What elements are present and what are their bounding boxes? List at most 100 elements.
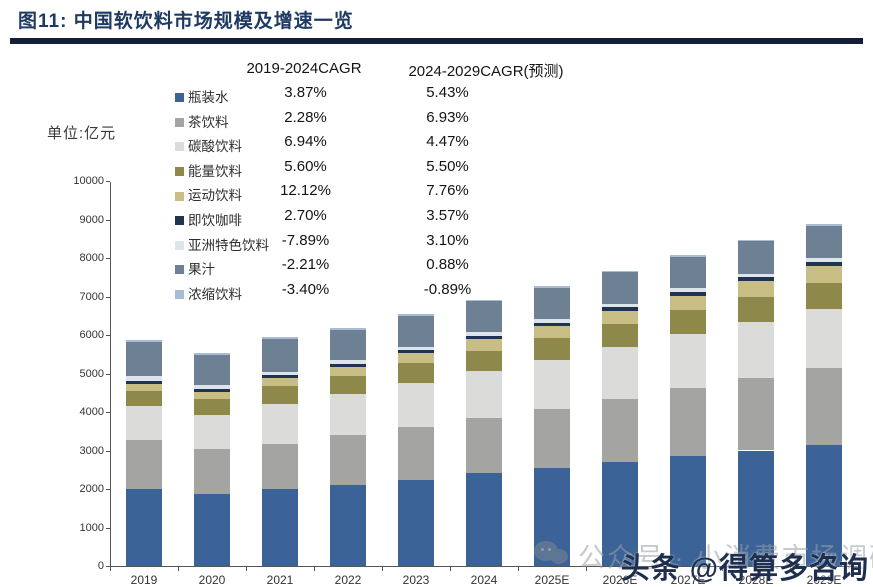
- x-tick: [110, 566, 111, 571]
- x-tick: [654, 566, 655, 571]
- legend-label: 瓶装水: [188, 90, 229, 105]
- bar-segment: [738, 378, 774, 451]
- bar-segment: [330, 435, 366, 485]
- y-tick: [106, 373, 110, 375]
- cagr-value-2019-2024: 12.12%: [280, 182, 331, 200]
- bar-segment: [330, 484, 366, 566]
- legend-label: 即饮咖啡: [188, 213, 242, 228]
- legend-row: 运动饮料: [175, 184, 242, 205]
- bar-segment: [602, 303, 638, 308]
- y-tick: [106, 450, 110, 452]
- legend-row: 亚洲特色饮料: [175, 234, 269, 255]
- bar-segment: [466, 418, 502, 474]
- y-tick: [106, 181, 110, 182]
- bar-segment: [670, 292, 706, 296]
- bar-segment: [602, 270, 638, 273]
- bar-segment: [670, 288, 706, 293]
- cagr-value-2019-2024: 3.87%: [284, 84, 327, 101]
- bar-segment: [806, 258, 842, 263]
- bar-segment: [534, 325, 570, 339]
- page-title: 图11: 中国软饮料市场规模及增速一览: [18, 11, 354, 32]
- bar-segment: [262, 375, 298, 379]
- y-tick: [106, 296, 110, 298]
- legend-row: 能量饮料: [175, 160, 242, 181]
- y-tick-label: 1000: [79, 521, 104, 534]
- bar-segment: [126, 384, 162, 391]
- y-axis-unit-label: 单位:亿元: [47, 125, 117, 142]
- legend-label: 亚洲特色饮料: [188, 237, 269, 253]
- bar-segment: [330, 366, 366, 376]
- bar-segment: [806, 309, 842, 369]
- bar-segment: [262, 488, 298, 566]
- bar-segment: [262, 337, 298, 340]
- cagr-value-2019-2024: 2.28%: [284, 108, 327, 126]
- bar-segment: [738, 273, 774, 278]
- bar-segment: [534, 319, 570, 323]
- y-tick: [106, 412, 110, 413]
- bar-segment: [806, 282, 842, 310]
- x-tick: [450, 566, 451, 571]
- legend-swatch-icon: [175, 191, 184, 201]
- bar-segment: [194, 384, 230, 389]
- bar-segment: [602, 346, 638, 399]
- bar-segment: [738, 239, 774, 242]
- bar-segment: [330, 375, 366, 395]
- y-tick-label: 3000: [79, 444, 104, 457]
- cagr-value-2019-2024: -3.40%: [281, 280, 330, 298]
- x-tick: [178, 566, 179, 571]
- bar-segment: [398, 350, 434, 354]
- bar-segment: [670, 455, 706, 566]
- legend-label: 浓缩饮料: [188, 286, 242, 302]
- bar-segment: [806, 266, 842, 283]
- bar-segment: [126, 489, 162, 566]
- x-tick: [246, 566, 247, 571]
- cagr-value-2024-2029: 3.10%: [426, 231, 469, 249]
- y-tick-label: 10000: [73, 175, 104, 187]
- cagr-value-2024-2029: 0.88%: [426, 256, 469, 274]
- cagr-value-2024-2029: 5.50%: [426, 157, 469, 175]
- bar-segment: [602, 272, 638, 304]
- bar-segment: [398, 363, 434, 383]
- bar-segment: [330, 328, 366, 330]
- y-tick: [106, 566, 110, 567]
- bar-segment: [466, 473, 502, 566]
- bar-segment: [806, 368, 842, 446]
- bar-segment: [126, 381, 162, 385]
- legend-label: 碳酸饮料: [188, 139, 242, 155]
- x-tick: [314, 566, 315, 571]
- bar-segment: [398, 382, 434, 427]
- cagr-column1-header: 2019-2024CAGR: [246, 60, 362, 77]
- x-axis-label: 2020: [198, 573, 226, 587]
- bar-segment: [330, 363, 366, 367]
- bar-segment: [126, 341, 162, 377]
- x-axis-label: 2024: [470, 573, 498, 587]
- bar-segment: [738, 277, 774, 282]
- bar-segment: [330, 360, 366, 364]
- y-tick-label: 0: [97, 560, 104, 572]
- bar-segment: [602, 398, 638, 463]
- cagr-value-2019-2024: 2.70%: [284, 207, 327, 224]
- bar-segment: [738, 450, 774, 566]
- bar-segment: [466, 335, 502, 340]
- x-axis-label: 2025E: [534, 573, 570, 587]
- bar-segment: [670, 387, 706, 456]
- title-underline: [10, 38, 863, 44]
- bar-segment: [262, 386, 298, 405]
- bar-segment: [126, 440, 162, 490]
- bar-segment: [534, 286, 570, 288]
- cagr-value-2024-2029: 3.57%: [426, 207, 469, 224]
- legend-swatch-icon: [175, 142, 184, 152]
- bar-segment: [738, 241, 774, 274]
- bar-segment: [330, 394, 366, 436]
- bar-segment: [806, 225, 842, 259]
- bar-segment: [194, 448, 230, 494]
- legend-swatch-icon: [175, 167, 184, 177]
- bar-segment: [670, 295, 706, 311]
- bar-segment: [398, 314, 434, 317]
- bar-segment: [398, 316, 434, 347]
- y-tick-label: 2000: [79, 483, 104, 495]
- bar-segment: [194, 388, 230, 392]
- bar-segment: [194, 391, 230, 399]
- legend-label: 能量饮料: [188, 163, 242, 179]
- bar-segment: [466, 370, 502, 419]
